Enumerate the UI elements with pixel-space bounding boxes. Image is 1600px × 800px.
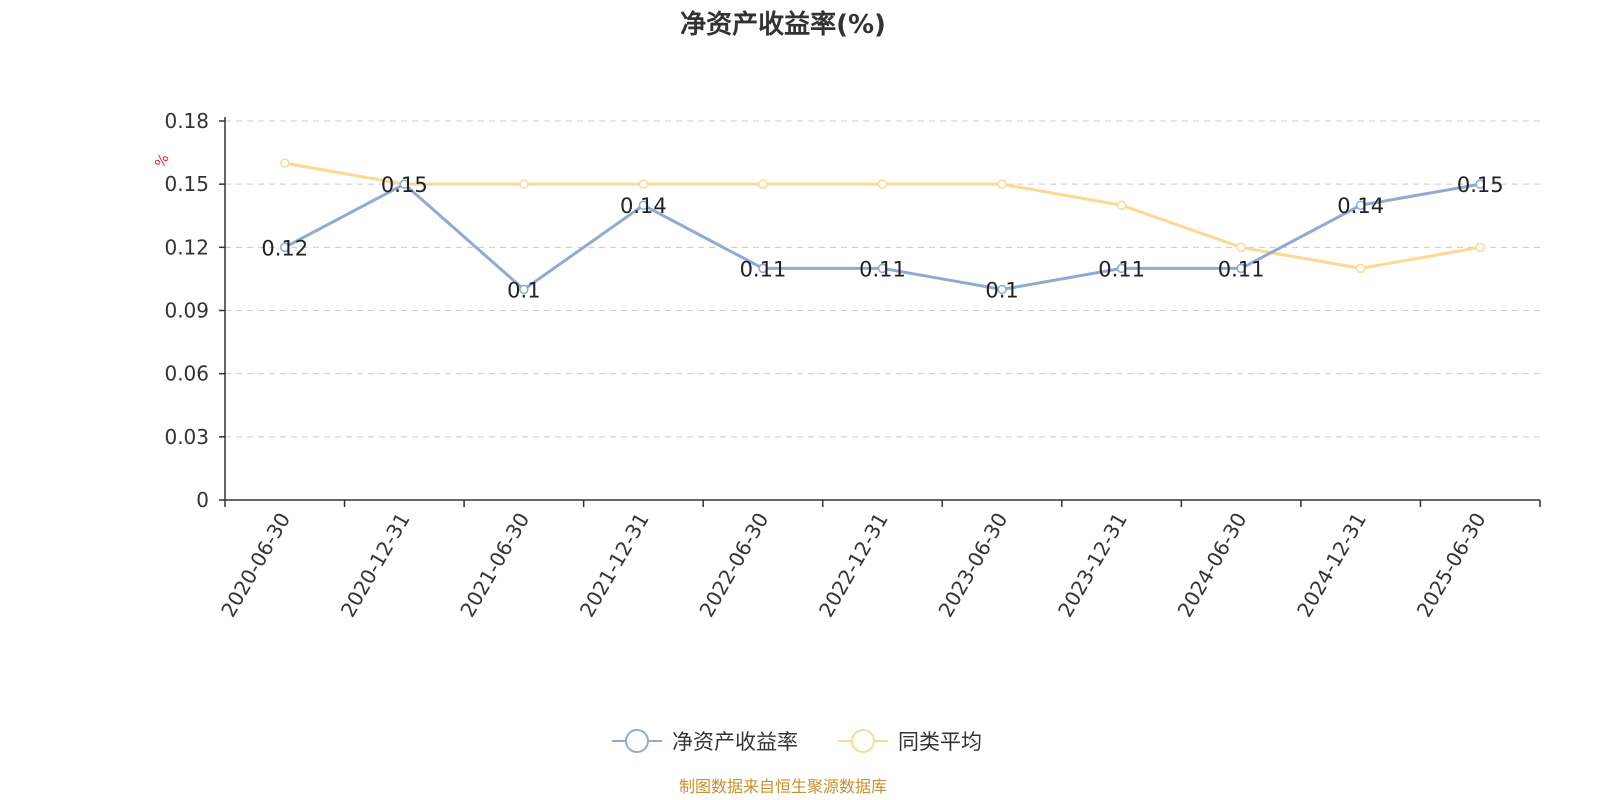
series-point-0 [1116,263,1127,274]
data-label: 0.11 [1098,257,1145,281]
axes: 0 0.03 0.06 0.09 0.12 0.15 0.18 2020-06-30 2020-… [164,109,1541,622]
data-label: 0.11 [740,257,787,281]
x-tick-label: 2020-06-30 [216,509,295,622]
y-tick-label: 0.03 [164,425,209,449]
legend-label: 净资产收益率 [672,730,798,754]
series-point-1 [877,179,888,189]
x-tick-label: 2022-12-31 [814,509,893,622]
series-point-0 [519,284,529,295]
data-label: 0.11 [1218,257,1265,281]
series-point-0 [877,263,888,274]
x-tick-label: 2020-12-31 [336,509,415,622]
data-label: 0.12 [261,236,308,260]
legend-swatch-marker [625,729,649,753]
series-point-1 [280,158,290,168]
legend-label: 同类平均 [898,730,982,754]
y-tick-label: 0.15 [164,172,209,196]
series-point-1 [1236,242,1246,253]
series-point-0 [280,242,290,253]
data-label: 0.14 [1337,194,1384,218]
series-point-1 [519,179,529,189]
series-point-0 [1475,179,1485,189]
y-tick-label: 0 [196,488,209,512]
data-label: 0.11 [859,257,906,281]
x-tick-label: 2021-12-31 [575,509,654,622]
series-layer [280,158,1485,295]
series-point-1 [997,179,1007,189]
series-point-0 [997,284,1007,295]
series-point-0 [1236,263,1246,274]
data-labels: 0.12 0.15 0.1 0.14 0.11 0.11 0.1 0.11 0.11 0.14 0.… [261,173,1503,302]
source-note: 制图数据来自恒生聚源数据库 [679,777,887,796]
series-point-0 [1355,200,1366,210]
y-tick-label: 0.18 [164,109,209,133]
data-label: 0.1 [507,278,540,302]
y-tick-label: 0.09 [164,299,209,323]
data-label: 0.14 [620,194,667,218]
series-point-1 [1475,242,1485,253]
chart-title: 净资产收益率(%) [680,9,886,40]
series-point-0 [638,200,649,210]
data-label: 0.15 [1457,173,1504,197]
x-tick-label: 2025-06-30 [1412,509,1491,622]
series-point-0 [758,263,768,274]
x-tick-label: 2022-06-30 [694,509,773,622]
series-point-1 [1355,263,1366,274]
data-label: 0.15 [381,173,428,197]
y-tick-label: 0.06 [164,362,209,386]
series-point-1 [638,179,649,189]
x-tick-label: 2021-06-30 [455,509,534,622]
legend-swatch-marker [851,729,875,753]
series-point-0 [399,179,410,189]
x-tick-label: 2024-06-30 [1173,509,1252,622]
x-tick-label: 2023-06-30 [933,508,1012,621]
y-tick-label: 0.12 [164,235,209,259]
series-point-1 [1116,200,1127,210]
x-tick-label: 2024-12-31 [1292,509,1371,622]
series-point-1 [758,179,768,189]
data-label: 0.1 [985,278,1018,302]
legend[interactable]: 净资产收益率 同类平均 [612,729,982,754]
y-axis-unit: % [152,151,173,171]
x-tick-label: 2023-12-31 [1053,509,1132,622]
series-line-1 [284,161,1481,270]
